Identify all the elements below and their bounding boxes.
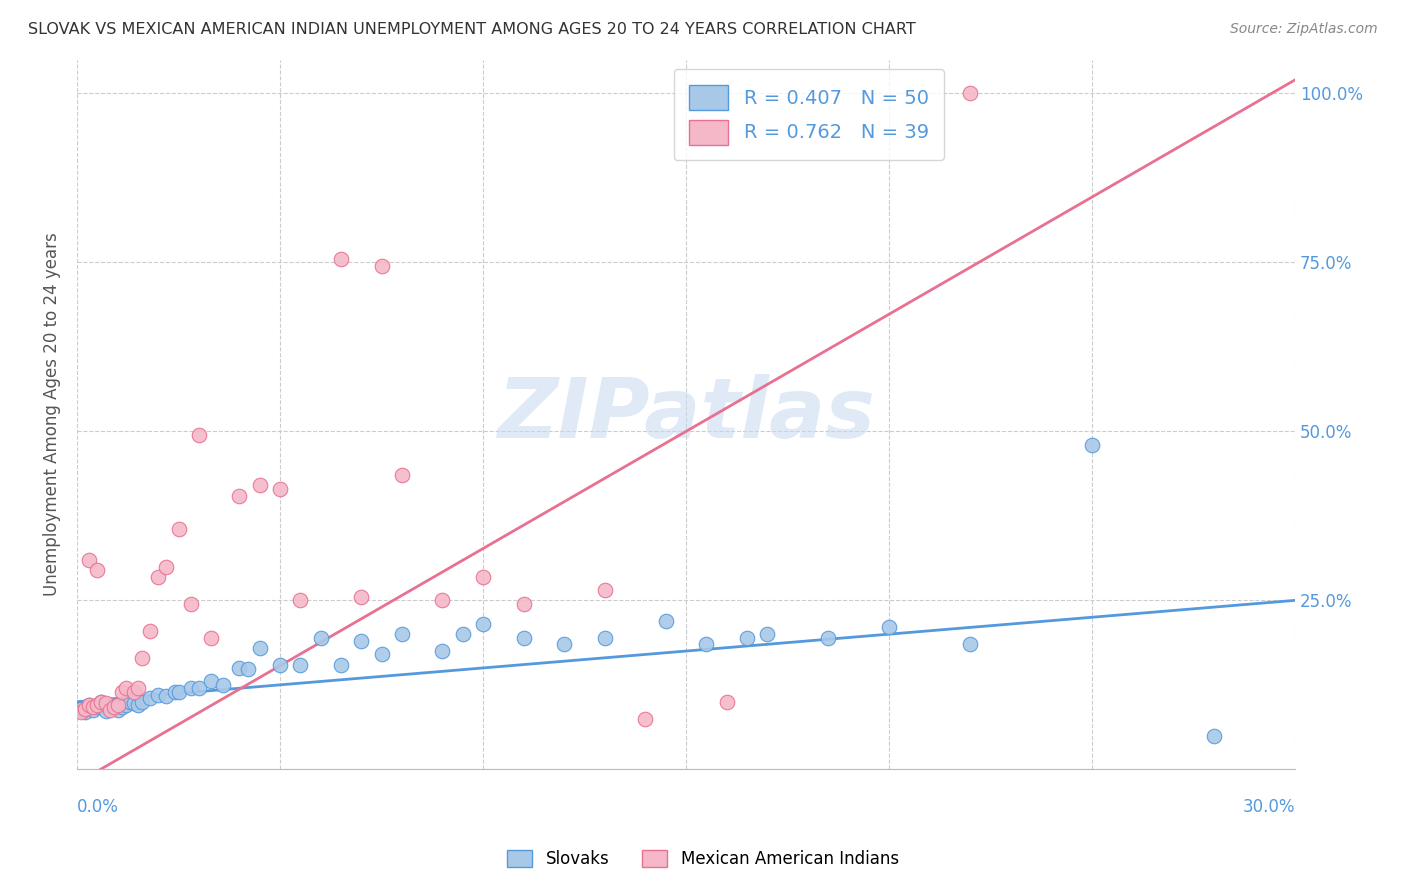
Point: [593, 631, 616, 645]
Point: [114, 698, 136, 713]
Point: [187, 427, 209, 442]
Point: [391, 627, 413, 641]
Point: [103, 700, 125, 714]
Point: [86, 698, 108, 713]
Point: [167, 684, 190, 698]
Point: [180, 597, 202, 611]
Point: [82, 703, 104, 717]
Point: [163, 684, 186, 698]
Point: [75, 705, 97, 719]
Point: [959, 87, 981, 101]
Point: [655, 614, 678, 628]
Point: [290, 593, 312, 607]
Point: [107, 698, 129, 713]
Point: [77, 553, 100, 567]
Point: [131, 695, 153, 709]
Text: Source: ZipAtlas.com: Source: ZipAtlas.com: [1230, 22, 1378, 37]
Point: [148, 688, 170, 702]
Point: [269, 657, 291, 672]
Point: [131, 650, 153, 665]
Point: [330, 657, 353, 672]
Text: ZIPatlas: ZIPatlas: [498, 374, 875, 455]
Point: [1081, 438, 1104, 452]
Point: [391, 468, 413, 483]
Point: [330, 252, 353, 266]
Point: [127, 698, 149, 713]
Point: [512, 631, 534, 645]
Point: [716, 695, 738, 709]
Point: [350, 590, 373, 604]
Point: [77, 698, 100, 713]
Point: [370, 259, 392, 273]
Point: [451, 627, 474, 641]
Point: [212, 678, 235, 692]
Point: [70, 701, 93, 715]
Point: [139, 691, 162, 706]
Point: [959, 637, 981, 651]
Point: [200, 631, 222, 645]
Point: [756, 627, 779, 641]
Point: [111, 700, 134, 714]
Point: [228, 489, 250, 503]
Point: [94, 696, 117, 710]
Point: [249, 640, 271, 655]
Point: [86, 563, 108, 577]
Point: [77, 698, 100, 713]
Text: 0.0%: 0.0%: [77, 798, 120, 816]
Point: [86, 700, 108, 714]
Point: [103, 698, 125, 713]
Point: [98, 699, 121, 714]
Point: [122, 684, 145, 698]
Point: [236, 662, 259, 676]
Point: [432, 644, 454, 658]
Point: [139, 624, 162, 638]
Point: [695, 637, 717, 651]
Point: [90, 695, 112, 709]
Point: [877, 620, 900, 634]
Point: [111, 684, 134, 698]
Point: [82, 700, 104, 714]
Point: [228, 661, 250, 675]
Point: [1202, 729, 1225, 743]
Point: [94, 704, 117, 718]
Point: [118, 695, 141, 709]
Point: [269, 482, 291, 496]
Point: [98, 703, 121, 717]
Text: SLOVAK VS MEXICAN AMERICAN INDIAN UNEMPLOYMENT AMONG AGES 20 TO 24 YEARS CORRELA: SLOVAK VS MEXICAN AMERICAN INDIAN UNEMPL…: [28, 22, 915, 37]
Point: [155, 690, 177, 704]
Point: [553, 637, 575, 651]
Point: [432, 593, 454, 607]
Point: [75, 701, 97, 715]
Point: [70, 705, 93, 719]
Text: 30.0%: 30.0%: [1243, 798, 1295, 816]
Point: [290, 657, 312, 672]
Point: [187, 681, 209, 696]
Point: [249, 478, 271, 492]
Point: [735, 631, 758, 645]
Point: [180, 681, 202, 696]
Point: [155, 559, 177, 574]
Point: [309, 631, 332, 645]
Point: [167, 522, 190, 536]
Legend: Slovaks, Mexican American Indians: Slovaks, Mexican American Indians: [501, 843, 905, 875]
Y-axis label: Unemployment Among Ages 20 to 24 years: Unemployment Among Ages 20 to 24 years: [44, 233, 60, 597]
Point: [634, 712, 657, 726]
Point: [370, 648, 392, 662]
Point: [593, 583, 616, 598]
Point: [350, 634, 373, 648]
Point: [114, 681, 136, 696]
Point: [200, 674, 222, 689]
Legend: R = 0.407   N = 50, R = 0.762   N = 39: R = 0.407 N = 50, R = 0.762 N = 39: [673, 70, 945, 161]
Point: [472, 617, 495, 632]
Point: [127, 681, 149, 696]
Point: [472, 570, 495, 584]
Point: [122, 696, 145, 710]
Point: [107, 703, 129, 717]
Point: [817, 631, 839, 645]
Point: [512, 597, 534, 611]
Point: [148, 570, 170, 584]
Point: [90, 695, 112, 709]
